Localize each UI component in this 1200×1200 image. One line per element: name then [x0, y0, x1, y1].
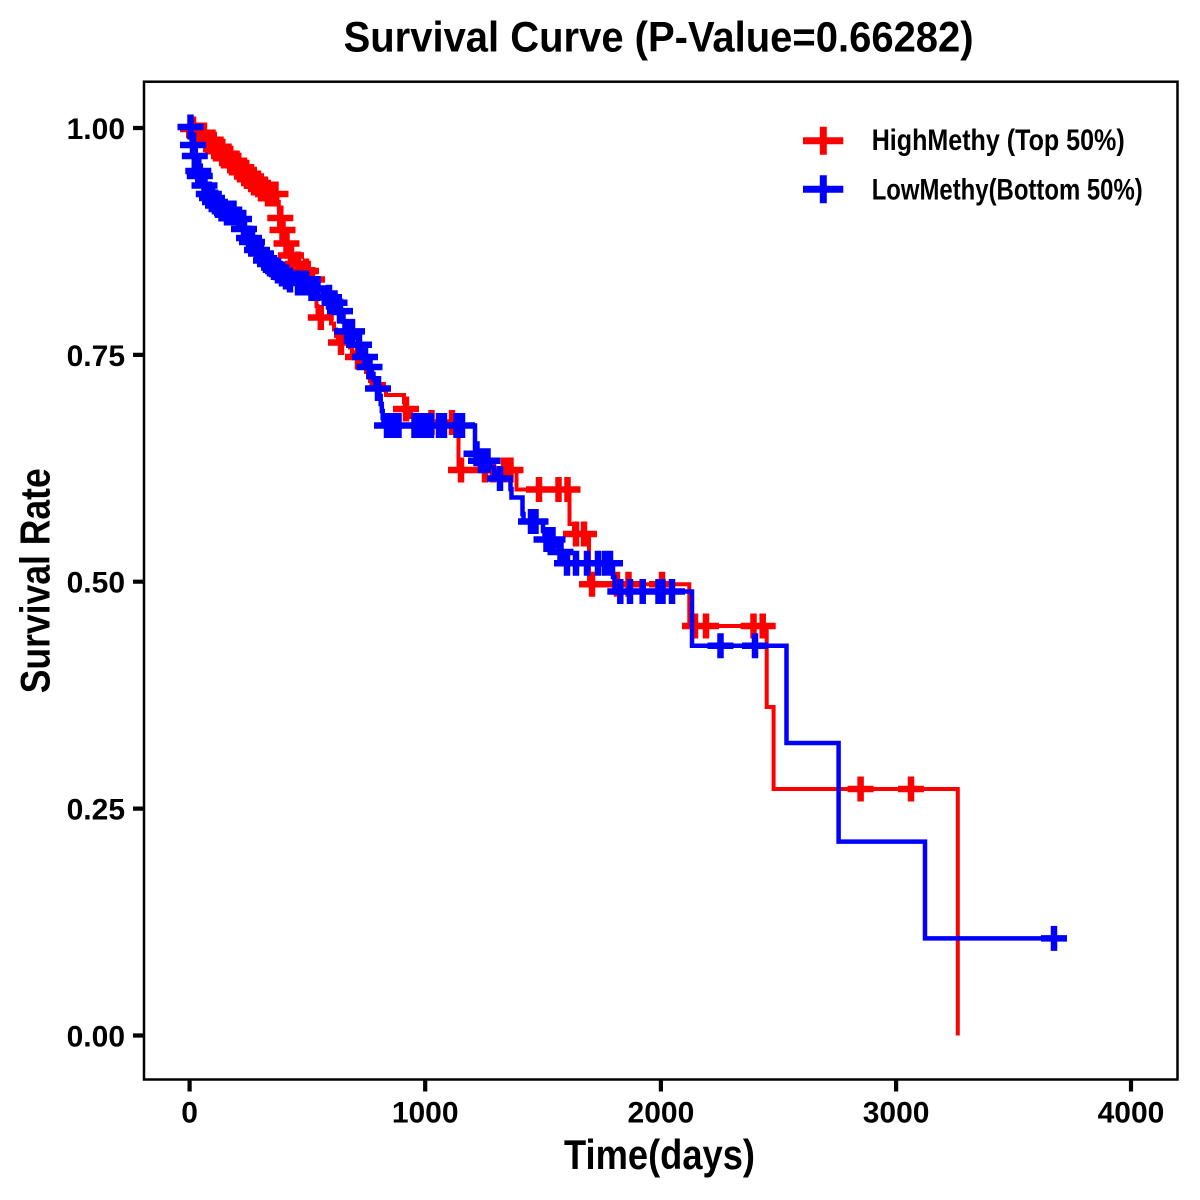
- svg-text:3000: 3000: [863, 1097, 930, 1130]
- svg-text:Survival Curve (P-Value=0.6628: Survival Curve (P-Value=0.66282): [344, 13, 974, 61]
- svg-text:1000: 1000: [392, 1097, 459, 1130]
- svg-text:2000: 2000: [628, 1097, 695, 1130]
- svg-text:0: 0: [181, 1097, 198, 1130]
- svg-text:Survival Rate: Survival Rate: [12, 468, 59, 693]
- svg-text:4000: 4000: [1098, 1097, 1165, 1130]
- svg-text:0.50: 0.50: [67, 567, 125, 600]
- svg-text:Time(days): Time(days): [564, 1131, 755, 1178]
- svg-text:1.00: 1.00: [67, 113, 125, 146]
- svg-text:0.25: 0.25: [67, 794, 125, 827]
- svg-text:0.75: 0.75: [67, 340, 125, 373]
- svg-text:0.00: 0.00: [67, 1021, 125, 1054]
- svg-text:HighMethy (Top 50%): HighMethy (Top 50%): [872, 124, 1125, 157]
- svg-text:LowMethy(Bottom 50%): LowMethy(Bottom 50%): [872, 174, 1143, 207]
